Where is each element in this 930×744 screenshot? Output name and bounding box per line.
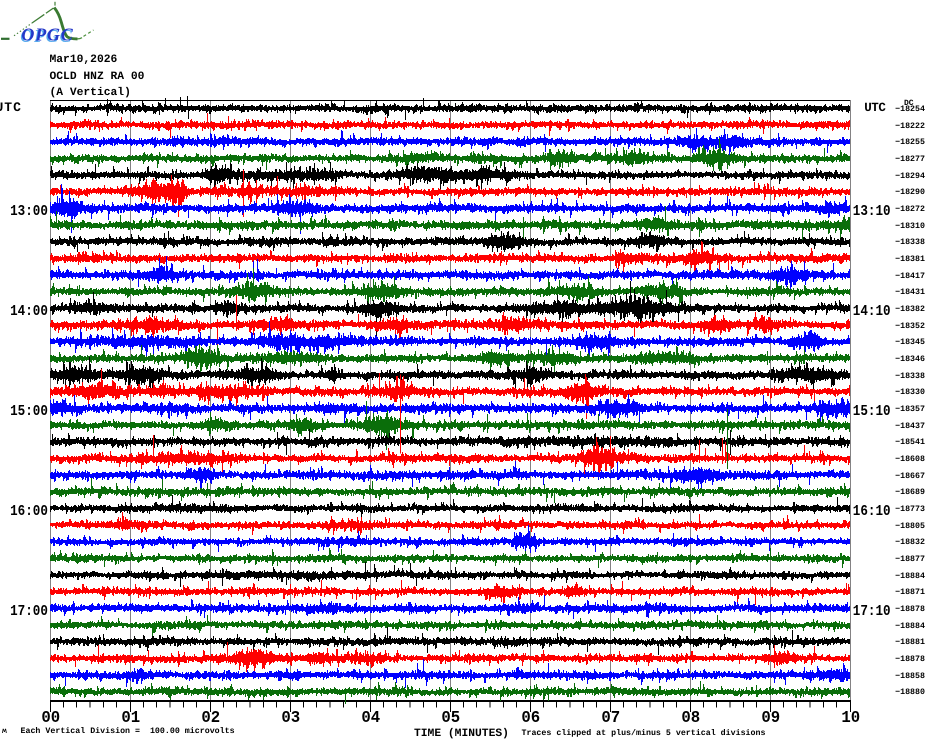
svg-text:16:10: 16:10 (853, 503, 891, 520)
svg-text:17:00: 17:00 (10, 603, 48, 620)
svg-text:04: 04 (361, 708, 380, 726)
svg-text:07: 07 (601, 708, 620, 726)
svg-text:09: 09 (761, 708, 780, 726)
svg-text:10: 10 (841, 708, 860, 726)
svg-text:OPGC: OPGC (20, 26, 72, 46)
svg-text:01: 01 (121, 708, 140, 726)
svg-text:17:10: 17:10 (853, 603, 891, 620)
svg-text:03: 03 (281, 708, 300, 726)
svg-text:06: 06 (521, 708, 540, 726)
svg-text:00: 00 (41, 708, 60, 726)
svg-text:15:00: 15:00 (10, 403, 48, 420)
svg-text:02: 02 (201, 708, 220, 726)
svg-text:16:00: 16:00 (10, 503, 48, 520)
svg-text:13:00: 13:00 (10, 203, 48, 220)
svg-text:14:00: 14:00 (10, 303, 48, 320)
svg-text:OPGC: OPGC (21, 25, 73, 45)
svg-text:05: 05 (441, 708, 460, 726)
svg-text:15:10: 15:10 (853, 403, 891, 420)
svg-text:08: 08 (681, 708, 700, 726)
svg-text:13:10: 13:10 (853, 203, 891, 220)
svg-text:14:10: 14:10 (853, 303, 891, 320)
